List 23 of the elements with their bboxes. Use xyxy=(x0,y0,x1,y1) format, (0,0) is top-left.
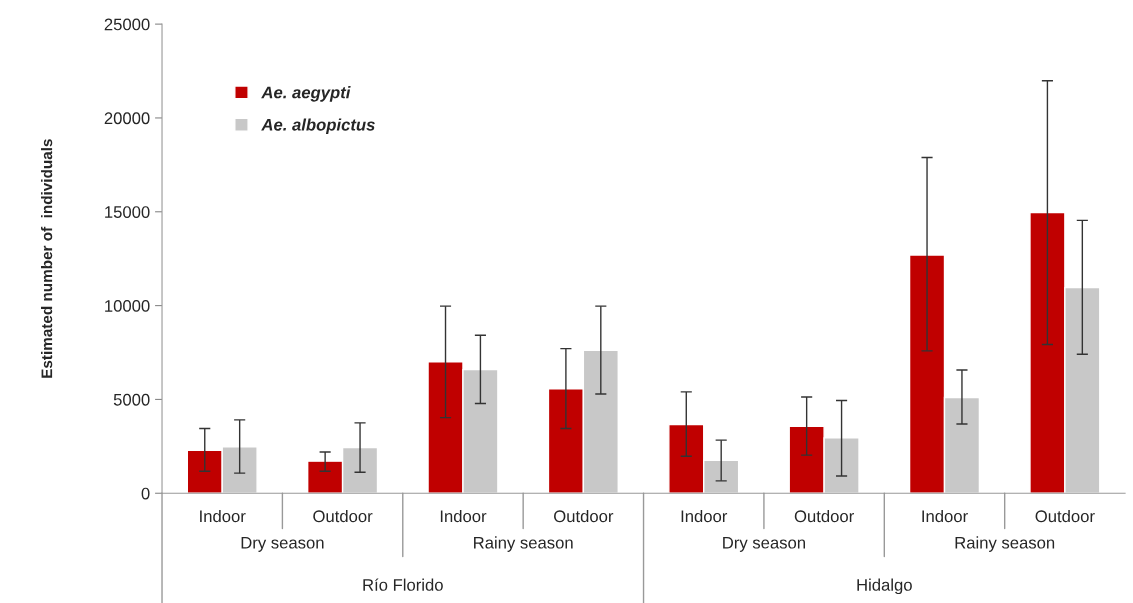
y-axis-title: Estimated number of individuals xyxy=(41,139,53,378)
x-tick-label: Indoor xyxy=(681,509,728,523)
y-tick-label: 5000 xyxy=(113,393,150,406)
text: Dry season xyxy=(241,536,324,552)
y-tick-label: 10000 xyxy=(105,300,150,312)
text: Rainy season xyxy=(955,536,1055,552)
legend-label: Ae. aegypti xyxy=(261,86,351,102)
text: Dry season xyxy=(723,536,805,552)
x-tick-label: Outdoor xyxy=(1035,509,1095,523)
text: Hidalgo xyxy=(857,578,912,595)
legend-label: Ae. albopictus xyxy=(261,118,375,134)
x-tick-label: Outdoor xyxy=(313,509,373,523)
x-tick-label: Indoor xyxy=(200,509,246,523)
x-tick-label: Outdoor xyxy=(794,509,854,523)
text: Río Florido xyxy=(363,578,443,591)
y-tick-label: 25000 xyxy=(104,18,150,31)
y-tick-label: 15000 xyxy=(105,206,150,218)
x-tick-label: Indoor xyxy=(922,509,968,523)
x-tick-label: Outdoor xyxy=(554,509,614,523)
y-tick-label: 20000 xyxy=(104,112,150,125)
text: Rainy season xyxy=(474,536,573,552)
x-tick-label: Indoor xyxy=(440,509,487,523)
y-tick-label: 0 xyxy=(141,487,150,500)
